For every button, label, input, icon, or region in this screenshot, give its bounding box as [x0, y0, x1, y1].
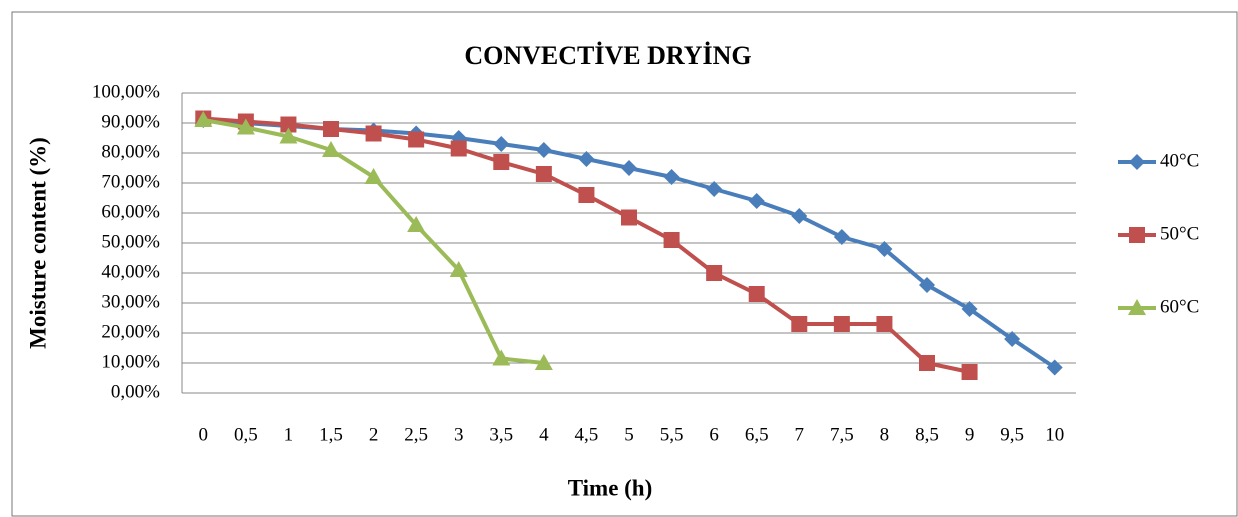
data-point — [578, 187, 595, 203]
x-tick-label: 3,5 — [489, 424, 513, 445]
data-point — [961, 301, 978, 317]
y-tick-label: 80,00% — [101, 141, 160, 162]
legend-marker — [1128, 299, 1146, 315]
legend-label: 40°C — [1160, 150, 1199, 171]
chart-frame — [11, 11, 1238, 517]
data-point — [322, 141, 340, 157]
data-point — [919, 277, 935, 293]
data-point — [919, 355, 935, 371]
x-tick-label: 2 — [369, 424, 379, 445]
data-point — [492, 349, 511, 366]
x-tick-label: 0,5 — [234, 424, 258, 445]
x-tick-label: 5 — [624, 424, 634, 445]
data-point — [449, 261, 468, 277]
y-axis-title: Moisture content (%) — [25, 137, 50, 349]
data-point — [663, 169, 680, 185]
legend-marker — [1129, 227, 1145, 243]
x-tick-label: 5,5 — [660, 424, 684, 445]
data-point — [833, 316, 850, 332]
data-point — [279, 127, 298, 144]
data-point — [364, 168, 383, 184]
data-point — [534, 354, 553, 370]
y-tick-label: 30,00% — [101, 291, 160, 312]
y-tick-label: 50,00% — [101, 231, 160, 252]
x-tick-label: 3 — [454, 424, 464, 445]
data-point — [194, 111, 213, 127]
data-point — [663, 232, 680, 248]
y-tick-label: 0,00% — [111, 381, 160, 402]
x-tick-label: 8 — [880, 424, 890, 445]
y-tick-label: 10,00% — [101, 351, 160, 372]
y-tick-label: 90,00% — [101, 111, 160, 132]
data-point — [876, 316, 893, 332]
data-point — [748, 193, 765, 209]
data-point — [748, 286, 765, 302]
x-tick-label: 4,5 — [575, 424, 599, 445]
data-point — [450, 140, 467, 157]
data-point — [621, 160, 637, 176]
legend-label: 60°C — [1160, 296, 1199, 317]
data-point — [323, 121, 339, 137]
y-tick-label: 20,00% — [101, 321, 160, 342]
data-point — [876, 241, 893, 257]
data-point — [706, 265, 723, 281]
data-point — [493, 154, 510, 170]
x-tick-label: 4 — [539, 424, 549, 445]
x-tick-label: 7 — [795, 424, 805, 445]
legend-label: 50°C — [1160, 223, 1199, 244]
data-point — [407, 216, 426, 232]
chart-title: CONVECTİVE DRYİNG — [464, 41, 751, 70]
data-point — [621, 209, 637, 226]
y-tick-label: 60,00% — [101, 201, 160, 222]
x-tick-label: 9 — [965, 424, 975, 445]
legend-marker — [1129, 154, 1145, 170]
data-point — [1046, 359, 1063, 376]
data-point — [1004, 331, 1021, 347]
data-point — [493, 136, 510, 152]
data-point — [833, 229, 850, 245]
data-point — [365, 125, 382, 142]
data-point — [535, 166, 552, 182]
data-point — [791, 208, 808, 224]
data-point — [578, 151, 595, 167]
x-tick-label: 6,5 — [745, 424, 769, 445]
data-point — [535, 142, 552, 158]
x-tick-label: 2,5 — [404, 424, 428, 445]
y-tick-label: 70,00% — [101, 171, 160, 192]
x-tick-label: 0 — [199, 424, 209, 445]
data-point — [706, 181, 723, 197]
data-point — [961, 364, 978, 380]
y-tick-label: 100,00% — [92, 81, 160, 102]
data-point — [791, 316, 808, 332]
x-tick-label: 7,5 — [830, 424, 854, 445]
x-axis-title: Time (h) — [568, 475, 653, 500]
x-tick-label: 6 — [709, 424, 719, 445]
data-point — [236, 118, 255, 135]
x-tick-label: 10 — [1045, 424, 1064, 445]
data-point — [408, 131, 425, 148]
x-tick-label: 1 — [284, 424, 294, 445]
x-tick-label: 8,5 — [915, 424, 939, 445]
x-tick-label: 9,5 — [1000, 424, 1024, 445]
x-tick-label: 1,5 — [319, 424, 343, 445]
data-point — [280, 116, 297, 133]
y-tick-label: 40,00% — [101, 261, 160, 282]
